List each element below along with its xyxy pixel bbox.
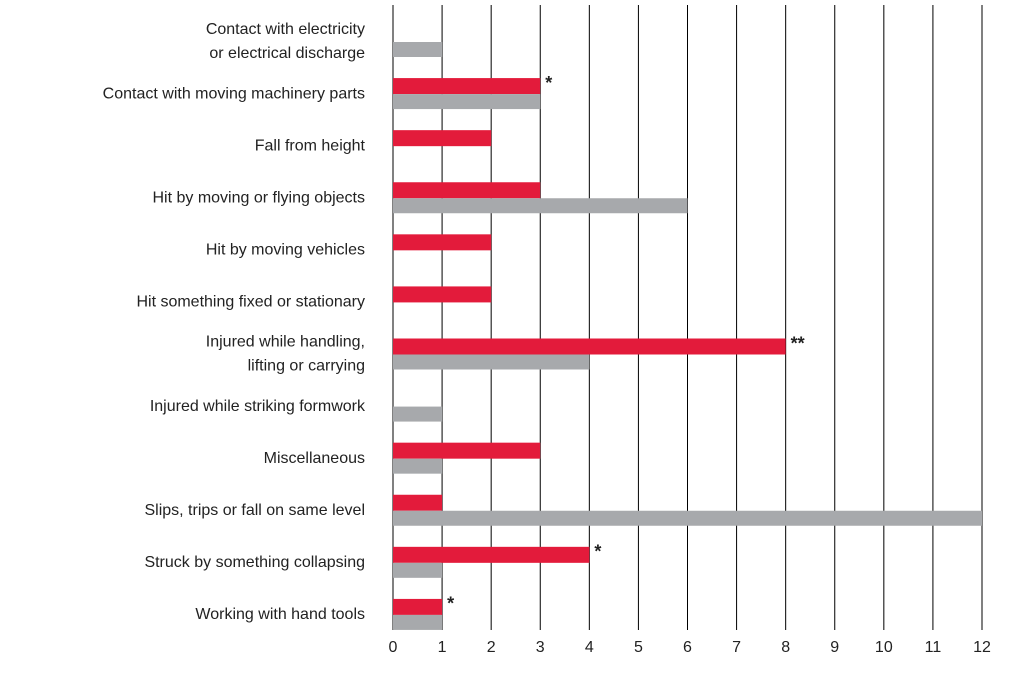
x-tick-label: 6 <box>683 639 692 656</box>
bar <box>393 354 590 370</box>
x-tick-label: 12 <box>973 639 991 656</box>
bar <box>393 510 982 526</box>
x-tick-label: 11 <box>925 639 942 656</box>
bar <box>393 78 541 95</box>
y-tick-label: Miscellaneous <box>264 450 365 467</box>
y-tick-label: Contact with electricity or electrical di… <box>206 21 365 62</box>
y-tick-label: Struck by something collapsing <box>144 554 365 571</box>
x-tick-label: 2 <box>487 639 496 656</box>
bar <box>393 406 443 422</box>
bar <box>393 614 443 630</box>
bar <box>393 598 443 615</box>
x-tick-label: 0 <box>389 639 398 656</box>
y-tick-label: Hit by moving or flying objects <box>152 189 365 206</box>
y-tick-label: Injured while striking formwork <box>150 398 366 415</box>
bar <box>393 338 786 355</box>
bar <box>393 546 590 563</box>
x-tick-label: 5 <box>634 639 643 656</box>
x-tick-label: 7 <box>732 639 741 656</box>
bar <box>393 182 541 199</box>
x-tick-label: 4 <box>585 639 594 656</box>
bar <box>393 42 443 57</box>
bar <box>393 562 443 578</box>
annotation: * <box>545 73 552 93</box>
y-tick-label: Injured while handling, lifting or carryi… <box>206 334 365 375</box>
x-tick-label: 9 <box>830 639 839 656</box>
y-tick-label: Hit by moving vehicles <box>206 242 365 259</box>
bar <box>393 458 443 474</box>
annotation: * <box>447 594 454 614</box>
bar <box>393 442 541 459</box>
bar <box>393 286 492 303</box>
y-tick-label: Working with hand tools <box>195 606 365 623</box>
y-tick-label: Fall from height <box>255 137 366 154</box>
x-tick-label: 3 <box>536 639 545 656</box>
x-tick-label: 8 <box>781 639 790 656</box>
bar <box>393 234 492 251</box>
bar <box>393 198 688 214</box>
bar <box>393 494 443 511</box>
y-tick-label: Contact with moving machinery parts <box>103 85 365 102</box>
y-tick-label: Slips, trips or fall on same level <box>144 502 365 519</box>
annotation: ** <box>791 333 805 353</box>
y-tick-label: Hit something fixed or stationary <box>136 294 365 311</box>
x-tick-label: 10 <box>875 639 893 656</box>
annotation: * <box>594 542 601 562</box>
bar <box>393 130 492 147</box>
bar <box>393 94 541 110</box>
x-tick-label: 1 <box>438 639 447 656</box>
